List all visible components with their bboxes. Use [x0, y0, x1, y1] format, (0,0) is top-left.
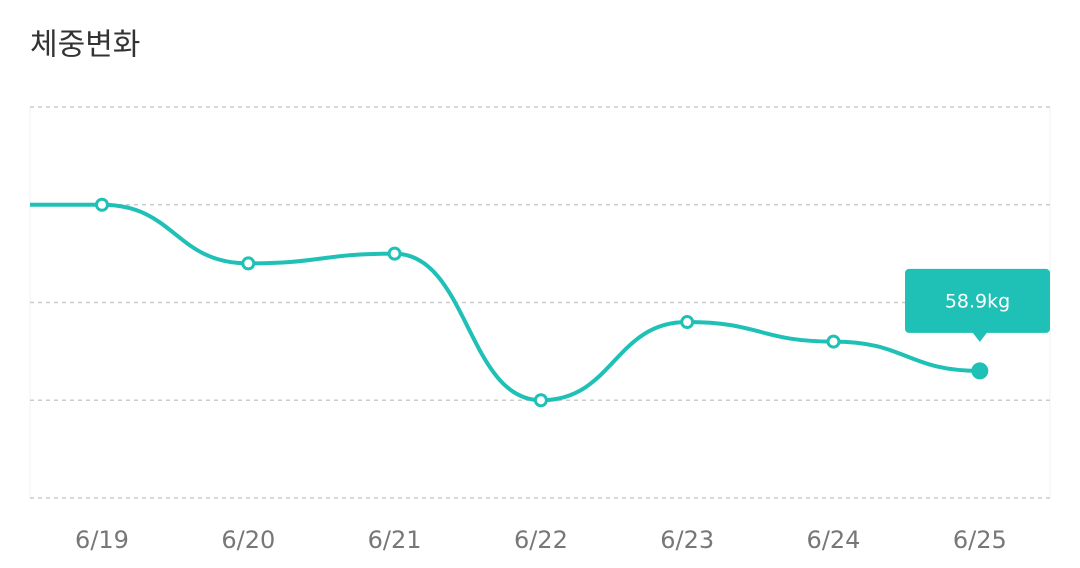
- data-point: [95, 197, 109, 212]
- data-point: [971, 362, 989, 380]
- x-tick-label: 6/24: [807, 526, 861, 554]
- x-tick-label: 6/19: [75, 526, 129, 554]
- chart-title: 체중변화: [30, 28, 140, 63]
- data-point: [387, 246, 402, 261]
- x-tick-label: 6/23: [660, 526, 714, 554]
- data-point: [680, 315, 695, 330]
- x-tick-label: 6/22: [514, 526, 568, 554]
- data-point: [533, 393, 548, 408]
- x-tick-label: 6/20: [221, 526, 275, 554]
- data-point: [826, 334, 841, 349]
- x-tick-label: 6/21: [368, 526, 422, 554]
- data-point: [241, 256, 256, 271]
- tooltip-label: 58.9kg: [945, 290, 1010, 312]
- tooltip-box: [905, 268, 1050, 342]
- x-tick-label: 6/25: [953, 526, 1007, 554]
